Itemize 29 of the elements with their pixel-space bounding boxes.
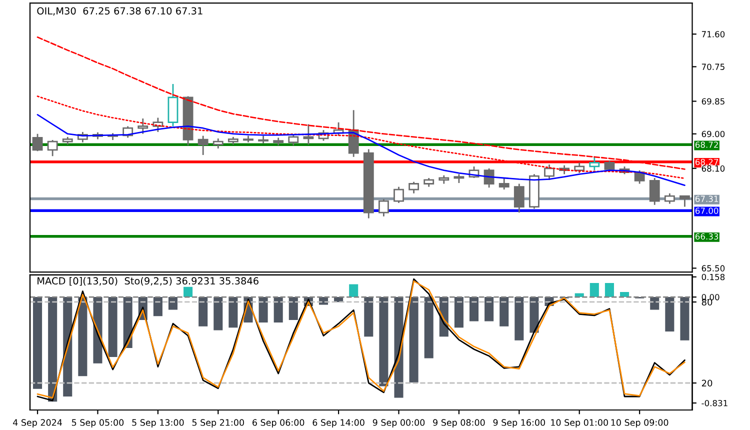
y-tick-label: 70.75: [702, 64, 724, 70]
x-tick-label: 5 Sep 05:00: [72, 419, 124, 428]
x-tick-label: 9 Sep 16:00: [493, 419, 545, 428]
x-tick-label: 4 Sep 2024: [13, 419, 62, 428]
x-tick-label: 6 Sep 14:00: [312, 419, 364, 428]
y-tick-label: 71.60: [702, 31, 725, 38]
y-tick-label: 0.00: [702, 294, 720, 300]
x-tick-label: 5 Sep 21:00: [192, 419, 244, 428]
x-tick-label: 10 Sep 01:00: [551, 419, 608, 428]
x-tick-label: 9 Sep 08:00: [433, 419, 485, 428]
chart-title: OIL,M30 67.25 67.38 67.10 67.31: [37, 7, 202, 16]
ref-line-label: 68.27: [695, 158, 718, 166]
ref-line-label: 68.72: [695, 142, 718, 148]
x-tick-label: 6 Sep 06:00: [252, 419, 304, 428]
y-tick-label: 65.50: [702, 265, 725, 272]
y-tick-label: 0.158: [702, 274, 725, 280]
y-tick-label: -0.831: [702, 400, 728, 406]
ref-line-label: 66.33: [695, 233, 718, 240]
x-tick-label: 10 Sep 09:00: [611, 419, 668, 428]
x-tick-label: 9 Sep 00:00: [372, 419, 425, 428]
x-tick-label: 5 Sep 13:00: [132, 419, 184, 428]
y2-tick-label: 20: [702, 380, 712, 387]
ref-line-label: 67.31: [695, 196, 718, 202]
y-tick-label: 69.00: [702, 130, 725, 138]
y2-tick-label: 80: [702, 298, 712, 306]
y-tick-label: 69.85: [702, 98, 724, 105]
ref-line-label: 67.00: [695, 208, 718, 214]
y-tick-label: 68.10: [702, 165, 725, 172]
chart-title: MACD [0](13,50) Sto(9,2,5) 36.9231 35.3846: [38, 277, 258, 286]
